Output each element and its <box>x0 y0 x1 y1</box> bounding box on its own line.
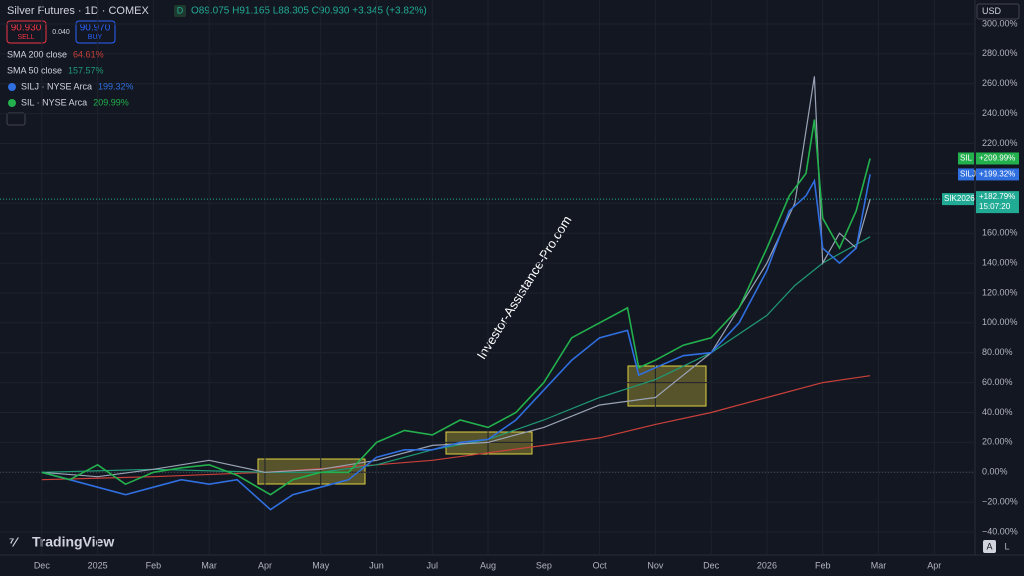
sell-label: SELL <box>17 34 34 41</box>
collapse-button[interactable] <box>6 112 26 126</box>
price-tag <box>958 168 974 181</box>
y-tick-label: −20.00% <box>982 497 1018 507</box>
legend-value: 199.32% <box>98 81 134 91</box>
auto-button[interactable] <box>983 540 996 553</box>
symbol: Silver Futures · 1D · COMEX <box>7 5 149 17</box>
logo-mark: ⁷⁄ <box>9 534 19 549</box>
x-tick-label: Oct <box>593 560 608 570</box>
x-tick-label: Jul <box>427 560 439 570</box>
x-tick-label: May <box>312 560 330 570</box>
price-tag <box>942 193 974 206</box>
auto-label: A <box>986 541 992 551</box>
x-tick-label: Aug <box>480 560 496 570</box>
x-tick-label: Feb <box>815 560 831 570</box>
y-tick-label: 80.00% <box>982 347 1013 357</box>
x-tick-label: Feb <box>146 560 162 570</box>
y-tick-label: 220.00% <box>982 138 1018 148</box>
price-tag-name: SIK2026 <box>944 194 975 203</box>
x-tick-label: Jun <box>369 560 384 570</box>
legend-name: SIL · NYSE Arca <box>21 97 87 107</box>
series-line <box>41 119 871 496</box>
log-label[interactable]: L <box>1004 541 1009 551</box>
price-tag-value: +182.79% <box>979 192 1015 201</box>
highlight-box <box>445 431 533 455</box>
price-tag <box>976 191 1019 214</box>
y-tick-label: 120.00% <box>982 287 1018 297</box>
y-tick-label: 60.00% <box>982 377 1013 387</box>
y-tick-label: 100.00% <box>982 317 1018 327</box>
series-line <box>41 236 871 473</box>
badge <box>174 5 186 17</box>
legend-name: SMA 200 close <box>7 49 67 59</box>
price-tag-value: +209.99% <box>979 154 1015 163</box>
legend-icon <box>8 83 16 91</box>
x-tick-label: Mar <box>871 560 887 570</box>
y-tick-label: 140.00% <box>982 257 1018 267</box>
y-tick-label: 300.00% <box>982 18 1018 28</box>
legend-icon <box>8 99 16 107</box>
series-line <box>41 174 871 511</box>
currency-box[interactable] <box>976 3 1020 20</box>
y-tick-label: 260.00% <box>982 78 1018 88</box>
y-tick-label: −40.00% <box>982 526 1018 536</box>
price-tag-name: SIL <box>960 154 973 163</box>
x-tick-label: Apr <box>927 560 941 570</box>
price-tag <box>958 152 974 165</box>
y-tick-label: 20.00% <box>982 437 1013 447</box>
legend-name: SILJ · NYSE Arca <box>21 81 92 91</box>
legend-name: SMA 50 close <box>7 65 62 75</box>
price-tag <box>976 168 1019 181</box>
x-tick-label: Nov <box>647 560 664 570</box>
sell-price: 90.930 <box>11 23 42 34</box>
x-tick-label: Apr <box>258 560 272 570</box>
x-tick-label: 2026 <box>757 560 777 570</box>
legend-value: 157.57% <box>68 65 104 75</box>
legend-value: 209.99% <box>93 97 129 107</box>
ohlc: O89.075 H91.165 L88.305 C90.930 +3.345 (… <box>191 6 427 17</box>
spread: 0.040 <box>52 29 70 36</box>
y-tick-label: 0.00% <box>982 467 1008 477</box>
price-tag-value: +199.32% <box>979 170 1015 179</box>
y-tick-label: 240.00% <box>982 108 1018 118</box>
y-tick-label: 280.00% <box>982 48 1018 58</box>
x-tick-label: 2025 <box>88 560 108 570</box>
price-tag <box>976 152 1019 165</box>
sell-button[interactable] <box>6 20 47 44</box>
buy-price: 90.970 <box>80 23 111 34</box>
plot <box>0 0 975 555</box>
x-tick-label: Sep <box>536 560 552 570</box>
legend-value: 64.61% <box>73 49 104 59</box>
currency: USD <box>982 6 1002 16</box>
x-tick-label: Dec <box>703 560 720 570</box>
x-tick-label: Dec <box>34 560 51 570</box>
x-tick-label: Mar <box>201 560 217 570</box>
price-tag-time: 15:07:20 <box>979 202 1011 211</box>
buy-label: BUY <box>88 34 103 41</box>
y-tick-label: 160.00% <box>982 228 1018 238</box>
logo: TradingView <box>32 534 114 550</box>
price-tag-name: SILJ <box>960 170 976 179</box>
y-tick-label: 40.00% <box>982 407 1013 417</box>
buy-button[interactable] <box>75 20 116 44</box>
interval-badge: D <box>177 5 184 15</box>
